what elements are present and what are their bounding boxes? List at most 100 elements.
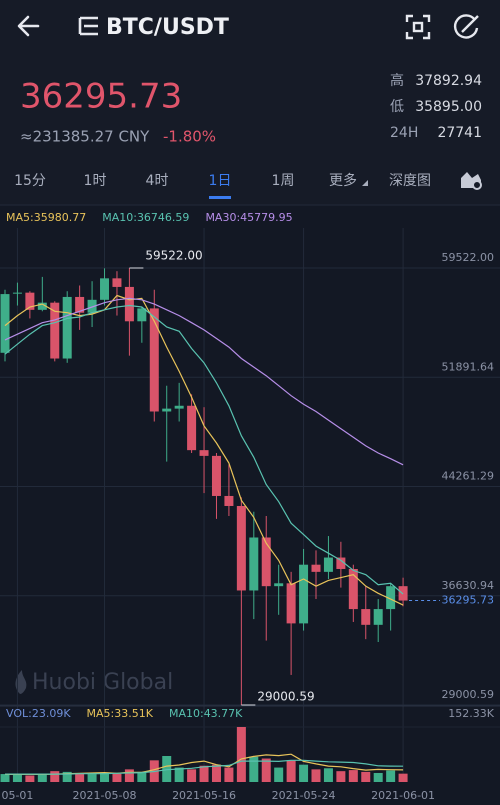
candle-body [236, 505, 246, 591]
stat-value: 37892.94 [415, 73, 482, 89]
volume-bar [162, 756, 172, 782]
ma-legend: MA30:45779.95 [205, 211, 292, 224]
ma-legend: MA5:35980.77 [6, 211, 86, 224]
volume-bar [249, 756, 259, 782]
candle-body [87, 299, 97, 313]
candle-body [261, 537, 271, 587]
volume-bar [236, 727, 246, 782]
tab-underline [209, 196, 231, 199]
candle-body [37, 302, 47, 310]
volume-bar [323, 768, 333, 782]
volume-ma-line [5, 759, 404, 775]
tab[interactable]: 1周 [272, 173, 295, 189]
volume-bar [299, 764, 309, 782]
candle-body [50, 302, 60, 359]
x-tick-label: 2021-05-08 [73, 789, 137, 802]
tab[interactable]: 1日 [209, 173, 232, 189]
candle-body [174, 405, 184, 409]
candle-body [249, 537, 259, 591]
y-tick-label: 59522.00 [442, 251, 495, 264]
scan-icon[interactable] [405, 14, 431, 40]
settings-icon[interactable] [461, 172, 482, 190]
volume-bar [174, 767, 184, 782]
volume-bar [211, 764, 221, 782]
pair-title: BTC/USDT [106, 15, 229, 40]
cny-price: ≈231385.27 CNY [20, 128, 150, 146]
annotation: 29000.59 [257, 690, 314, 704]
candle-body [62, 296, 72, 359]
volume-bar [25, 775, 35, 782]
tab[interactable]: 更多 [329, 172, 357, 189]
volume-bar [274, 767, 284, 782]
volume-bar [336, 771, 346, 782]
candle-body [112, 278, 122, 287]
candle-body [100, 278, 110, 300]
candle-body [12, 292, 22, 294]
volume-bar [62, 771, 72, 782]
back-button[interactable] [17, 15, 40, 37]
volume-bar [187, 769, 197, 782]
candle-body [386, 586, 396, 610]
ma-line [4, 304, 404, 595]
candle-body [137, 308, 147, 322]
y-tick-label: 51891.64 [442, 360, 495, 373]
candle-body [373, 609, 383, 625]
share-icon[interactable] [453, 14, 479, 39]
y-tick-label: 29000.59 [442, 688, 495, 701]
last-price: 36295.73 [20, 77, 182, 117]
volume-bar [87, 774, 97, 782]
candle-body [361, 609, 371, 625]
volume-bar [361, 771, 371, 782]
candle-body [311, 564, 321, 572]
volume-ma-legend: MA10:43.77K [169, 707, 243, 720]
volume-bar [224, 767, 234, 782]
ma-line [4, 297, 404, 466]
volume-bar [12, 774, 22, 782]
candle-body [75, 296, 85, 313]
volume-bar [75, 773, 85, 782]
candle-body [25, 292, 35, 310]
candle-body [299, 564, 309, 624]
stat-value: 27741 [437, 125, 482, 141]
annotation: 59522.00 [145, 249, 202, 263]
volume-bar [286, 760, 296, 782]
volume-bar [373, 772, 383, 782]
tab[interactable]: 4时 [146, 173, 169, 189]
stat-label: 低 [390, 99, 404, 115]
tab[interactable]: 1时 [84, 173, 107, 189]
y-tick-label: 36630.94 [442, 579, 495, 592]
volume-bar [348, 770, 358, 782]
volume-tick-label: 152.33K [448, 707, 494, 720]
candle-body [162, 408, 172, 412]
volume-bar [124, 769, 134, 782]
volume-bar [261, 758, 271, 782]
volume-bar [199, 765, 209, 782]
candle-body [274, 583, 284, 587]
tab[interactable]: 15分 [14, 173, 46, 189]
watermark: Huobi Global [32, 670, 173, 695]
volume-bar [386, 770, 396, 782]
volume-bar [137, 771, 147, 782]
candle-body [199, 450, 209, 456]
ma-legend: MA10:36746.59 [102, 211, 189, 224]
candle-body [0, 294, 10, 353]
stat-label: 24H [390, 125, 418, 141]
candle-body [224, 495, 234, 506]
volume-bar [37, 774, 47, 782]
chart-background [0, 205, 500, 805]
x-tick-label: 05-01 [1, 789, 33, 802]
stat-label: 高 [390, 72, 404, 89]
candle-body [187, 405, 197, 451]
volume-bar [398, 773, 408, 782]
menu-icon[interactable] [78, 16, 98, 36]
candle-body [211, 455, 221, 496]
x-tick-label: 2021-05-24 [272, 789, 336, 802]
tab[interactable]: 深度图 [389, 173, 431, 189]
y-tick-label: 44261.29 [442, 470, 495, 483]
volume-bar [50, 771, 60, 782]
candle-body [286, 583, 296, 624]
volume-bar [100, 772, 110, 782]
candle-body [149, 308, 159, 412]
volume-legend: VOL:23.09K [6, 707, 71, 720]
